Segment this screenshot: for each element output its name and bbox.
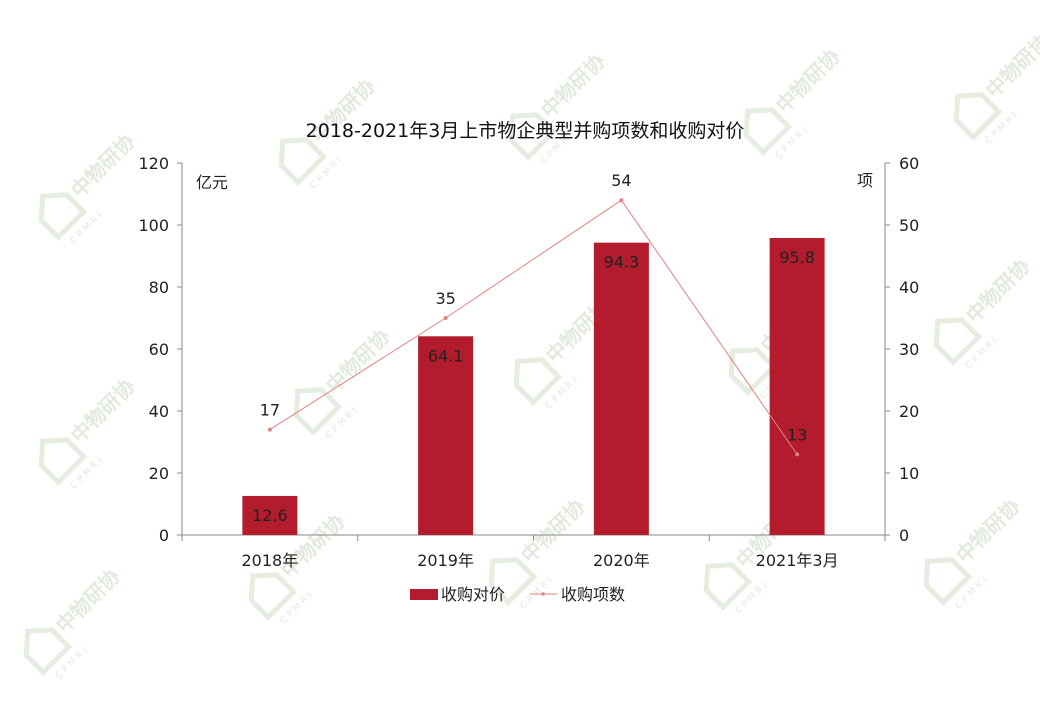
bar-data-label: 94.3 bbox=[604, 253, 640, 272]
watermark-subtext: CPMRI bbox=[984, 109, 1022, 147]
legend-label-bar: 收购对价 bbox=[441, 585, 505, 604]
bar bbox=[593, 242, 649, 536]
right-tick-label: 0 bbox=[899, 526, 909, 545]
watermark-subtext: CPMRI bbox=[309, 154, 347, 192]
x-tick-label: 2019年 bbox=[417, 551, 474, 570]
left-tick-label: 80 bbox=[149, 278, 169, 297]
line-series: 17 35 54 13 bbox=[260, 171, 807, 457]
line-data-label: 17 bbox=[260, 401, 280, 420]
x-tick-label: 2021年3月 bbox=[756, 551, 839, 570]
line-point bbox=[443, 316, 448, 320]
left-axis-unit: 亿元 bbox=[196, 173, 228, 192]
watermark: 中物研协 CPMRI bbox=[38, 374, 140, 492]
watermark-text: 中物研协 bbox=[51, 564, 125, 638]
watermark-subtext: CPMRI bbox=[954, 574, 992, 612]
watermark-house-icon bbox=[38, 192, 88, 241]
watermark: 中物研协 CPMRI bbox=[933, 254, 1035, 372]
watermark-subtext: CPMRI bbox=[69, 209, 107, 247]
watermark-subtext: CPMRI bbox=[964, 334, 1002, 372]
line-data-label: 54 bbox=[611, 171, 631, 190]
bar bbox=[769, 238, 825, 535]
watermark-subtext: CPMRI bbox=[519, 574, 557, 612]
watermark-text: 中物研协 bbox=[66, 129, 140, 203]
watermark-house-icon bbox=[923, 557, 973, 606]
watermark-subtext: CPMRI bbox=[279, 589, 317, 627]
watermark-text: 中物研协 bbox=[321, 324, 395, 398]
watermark-subtext: CPMRI bbox=[544, 374, 582, 412]
bar-data-label: 12.6 bbox=[252, 506, 288, 525]
watermark: 中物研协 CPMRI bbox=[23, 564, 125, 682]
bar-data-label: 95.8 bbox=[779, 248, 815, 267]
watermark-subtext: CPMRI bbox=[69, 454, 107, 492]
right-tick-label: 60 bbox=[899, 154, 919, 173]
line-path bbox=[269, 199, 798, 455]
watermark-house-icon bbox=[293, 387, 343, 436]
right-axis-unit: 项 bbox=[857, 171, 873, 190]
bar bbox=[418, 336, 474, 535]
right-tick-label: 30 bbox=[899, 340, 919, 359]
watermark-subtext: CPMRI bbox=[324, 404, 362, 442]
watermark-house-icon bbox=[278, 137, 328, 186]
left-tick-label: 0 bbox=[159, 526, 169, 545]
watermark-text: 中物研协 bbox=[516, 494, 590, 568]
watermark-house-icon bbox=[743, 107, 793, 156]
x-tick-label: 2020年 bbox=[593, 551, 650, 570]
watermark-text: 中物研协 bbox=[981, 29, 1040, 103]
watermark-text: 中物研协 bbox=[536, 49, 610, 123]
watermark: 中物研协 CPMRI bbox=[743, 44, 845, 162]
legend: 收购对价 收购项数 bbox=[410, 585, 625, 604]
line-point bbox=[619, 198, 624, 203]
chart-title: 2018-2021年3月上市物企典型并购项数和收购对价 bbox=[306, 120, 745, 142]
x-tick-label: 2018年 bbox=[242, 551, 299, 570]
left-tick-label: 120 bbox=[138, 154, 169, 173]
legend-label-line: 收购项数 bbox=[561, 585, 625, 604]
watermark-house-icon bbox=[513, 357, 563, 406]
line-data-label: 13 bbox=[787, 425, 807, 444]
watermark-house-icon bbox=[728, 347, 778, 396]
watermark-text: 中物研协 bbox=[66, 374, 140, 448]
watermark-house-icon bbox=[38, 437, 88, 486]
left-tick-label: 60 bbox=[149, 340, 169, 359]
watermark-house-icon bbox=[248, 572, 298, 621]
axes: 0 20 40 60 80 100 120 0 10 20 30 40 50 60 2018年 2019年 20… bbox=[138, 154, 919, 570]
left-tick-label: 20 bbox=[149, 464, 169, 483]
watermark-subtext: CPMRI bbox=[774, 124, 812, 162]
watermark: 中物研协 CPMRI bbox=[953, 29, 1040, 147]
bar-series: 12.6 64.1 94.3 95.8 bbox=[242, 238, 825, 536]
watermark: 中物研协 CPMRI bbox=[293, 324, 395, 442]
legend-swatch-marker bbox=[541, 592, 545, 596]
watermark-text: 中物研协 bbox=[771, 44, 845, 118]
watermark-house-icon bbox=[953, 92, 1003, 141]
line-data-label: 35 bbox=[435, 289, 455, 308]
watermark-subtext: CPMRI bbox=[54, 644, 92, 682]
watermark-text: 中物研协 bbox=[951, 494, 1025, 568]
watermark-house-icon bbox=[23, 627, 73, 676]
watermark-house-icon bbox=[703, 562, 753, 611]
watermark-house-icon bbox=[933, 317, 983, 366]
right-tick-label: 50 bbox=[899, 216, 919, 235]
left-tick-label: 100 bbox=[138, 216, 169, 235]
line-point bbox=[267, 427, 272, 432]
right-tick-label: 20 bbox=[899, 402, 919, 421]
right-tick-label: 40 bbox=[899, 278, 919, 297]
left-tick-label: 40 bbox=[149, 402, 169, 421]
bar bbox=[242, 495, 298, 535]
bar-data-label: 64.1 bbox=[428, 346, 464, 365]
watermark-house-icon bbox=[488, 557, 538, 606]
legend-swatch-bar bbox=[410, 589, 438, 600]
watermark-subtext: CPMRI bbox=[734, 579, 772, 617]
right-tick-label: 10 bbox=[899, 464, 919, 483]
line-point bbox=[795, 452, 800, 457]
watermark: 中物研协 CPMRI bbox=[923, 494, 1025, 612]
watermark-text: 中物研协 bbox=[961, 254, 1035, 328]
watermark-house-icon bbox=[508, 112, 558, 161]
